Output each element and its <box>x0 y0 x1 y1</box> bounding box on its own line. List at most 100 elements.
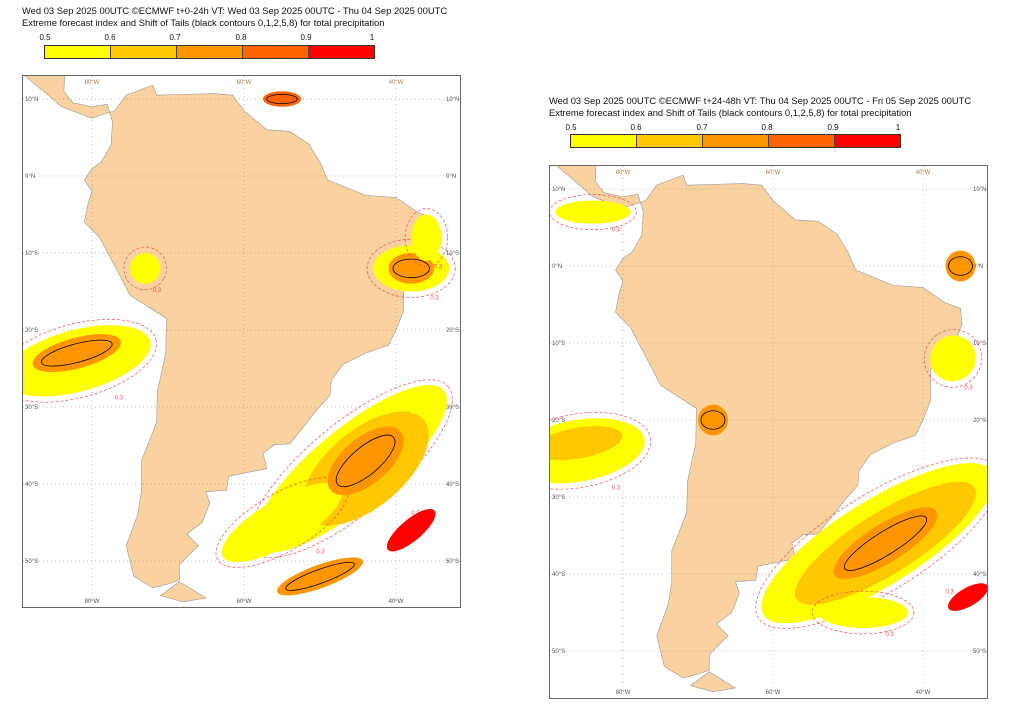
map-canvas: 80°W 80°W 60°W 60°W 40°W 40°W 10°N 10°N 0°N 0°N 10… <box>550 166 987 698</box>
latitude-label: 20°S <box>552 418 565 424</box>
colorbar-tick: 0.5 <box>39 33 51 42</box>
latitude-label: 10°N <box>25 97 38 103</box>
sot-contour <box>335 434 396 488</box>
land-south-america <box>556 166 963 679</box>
colorbar-ticks: 0.5 0.6 0.7 0.8 0.9 1 <box>565 123 901 133</box>
sot-contour <box>266 93 298 105</box>
contour-label: 0.3 <box>434 265 443 271</box>
efi-shaded-area <box>388 253 435 284</box>
longitude-label: 60°W <box>766 690 781 696</box>
efi-shaded-area <box>32 334 122 373</box>
efi-shaded-area <box>930 335 976 382</box>
latitude-label: 0°N <box>973 264 983 270</box>
latitude-label: 10°S <box>25 251 38 257</box>
sot-contour <box>843 515 928 571</box>
latitude-label: 0°N <box>552 264 562 270</box>
efi-shaded-area <box>263 91 301 107</box>
latitude-label: 10°S <box>446 251 459 257</box>
colorbar-tick: 0.6 <box>104 33 116 42</box>
latitude-label: 10°N <box>973 187 986 193</box>
colorbar-segment <box>571 135 637 147</box>
contour-label: 0.3 <box>153 288 162 294</box>
longitude-label: 80°W <box>85 599 100 605</box>
latitude-label: 30°S <box>446 405 459 411</box>
latitude-label: 40°S <box>25 482 38 488</box>
colorbar-segment <box>111 46 177 58</box>
colorbar-segment <box>309 46 374 58</box>
efi-shaded-area <box>327 426 404 496</box>
panel-title: Wed 03 Sep 2025 00UTC ©ECMWF t+0-24h VT:… <box>22 5 447 28</box>
latitude-label: 30°S <box>25 405 38 411</box>
efi-0.3-contour <box>404 208 448 268</box>
panel-title: Wed 03 Sep 2025 00UTC ©ECMWF t+24-48h VT… <box>549 95 971 118</box>
longitude-label: 80°W <box>616 690 631 696</box>
contour-label: 0.3 <box>430 296 439 302</box>
latitude-label: 20°S <box>25 328 38 334</box>
latitude-label: 50°S <box>973 649 986 655</box>
efi-0.3-contour <box>923 329 983 388</box>
colorbar-segment <box>45 46 111 58</box>
longitude-label: 40°W <box>916 690 931 696</box>
efi-shaded-area <box>129 253 161 284</box>
latitude-label: 40°S <box>552 572 565 578</box>
efi-shaded-area <box>555 200 631 224</box>
colorbar <box>44 45 375 59</box>
sot-contour <box>948 256 973 276</box>
latitude-label: 40°S <box>446 482 459 488</box>
colorbar-segment <box>769 135 835 147</box>
latitude-label: 40°S <box>973 572 986 578</box>
longitude-label: 40°W <box>389 80 404 86</box>
map-right[interactable]: 80°W 80°W 60°W 60°W 40°W 40°W 10°N 10°N 0°N 0°N 10… <box>549 165 988 699</box>
colorbar-tick: 0.8 <box>761 123 773 132</box>
land-tierra-del-fuego <box>159 581 207 603</box>
latitude-label: 30°S <box>552 495 565 501</box>
colorbar-segment <box>243 46 309 58</box>
efi-shaded-area <box>386 508 436 552</box>
land-south-america <box>24 76 436 589</box>
colorbar-tick: 0.6 <box>630 123 642 132</box>
latitude-label: 50°S <box>446 559 459 565</box>
efi-0.3-contour <box>123 246 167 291</box>
longitude-label: 60°W <box>237 80 252 86</box>
sot-contour <box>700 410 726 430</box>
title-line-2: Extreme forecast index and Shift of Tail… <box>549 106 912 118</box>
latitude-label: 10°S <box>973 341 986 347</box>
colorbar-tick: 0.5 <box>565 123 577 132</box>
colorbar-tick: 0.9 <box>300 33 312 42</box>
colorbar-tick: 1 <box>895 123 901 132</box>
colorbar-tick: 0.7 <box>169 33 181 42</box>
longitude-label: 60°W <box>237 599 252 605</box>
efi-0.3-contour <box>755 457 987 629</box>
map-left[interactable]: 80°W 80°W 60°W 60°W 40°W 40°W 10°N 10°N 0°N 0°N 10… <box>22 75 461 608</box>
efi-0.3-contour <box>366 238 456 298</box>
efi-shaded-area <box>818 597 908 628</box>
latitude-label: 20°S <box>446 328 459 334</box>
efi-0.3-contour <box>811 590 915 635</box>
latitude-label: 0°N <box>446 174 456 180</box>
sot-contour <box>392 258 430 279</box>
longitude-label: 40°W <box>389 599 404 605</box>
contour-label: 0.3 <box>946 590 955 596</box>
efi-shaded-area <box>698 404 728 436</box>
colorbar-tick: 0.9 <box>827 123 839 132</box>
title-line-1: Wed 03 Sep 2025 00UTC ©ECMWF t+24-48h VT… <box>549 95 972 106</box>
latitude-label: 50°S <box>552 649 565 655</box>
longitude-label: 80°W <box>85 80 100 86</box>
latitude-label: 10°N <box>446 97 459 103</box>
latitude-label: 10°N <box>552 187 565 193</box>
efi-shaded-area <box>221 482 343 563</box>
longitude-label: 80°W <box>616 170 631 176</box>
title-line-2: Extreme forecast index and Shift of Tail… <box>22 16 385 28</box>
efi-shaded-area <box>945 250 976 282</box>
colorbar <box>570 134 901 148</box>
colorbar-tick: 0.7 <box>696 123 708 132</box>
contour-label: 0.3 <box>115 396 124 402</box>
colorbar-segment <box>177 46 243 58</box>
efi-0.3-contour <box>550 412 652 490</box>
contour-label: 0.3 <box>612 228 621 234</box>
contour-label: 0.3 <box>612 486 621 492</box>
efi-shaded-area <box>411 214 442 261</box>
colorbar-ticks: 0.5 0.6 0.7 0.8 0.9 1 <box>39 33 375 43</box>
latitude-label: 20°S <box>973 418 986 424</box>
colorbar-segment <box>637 135 703 147</box>
